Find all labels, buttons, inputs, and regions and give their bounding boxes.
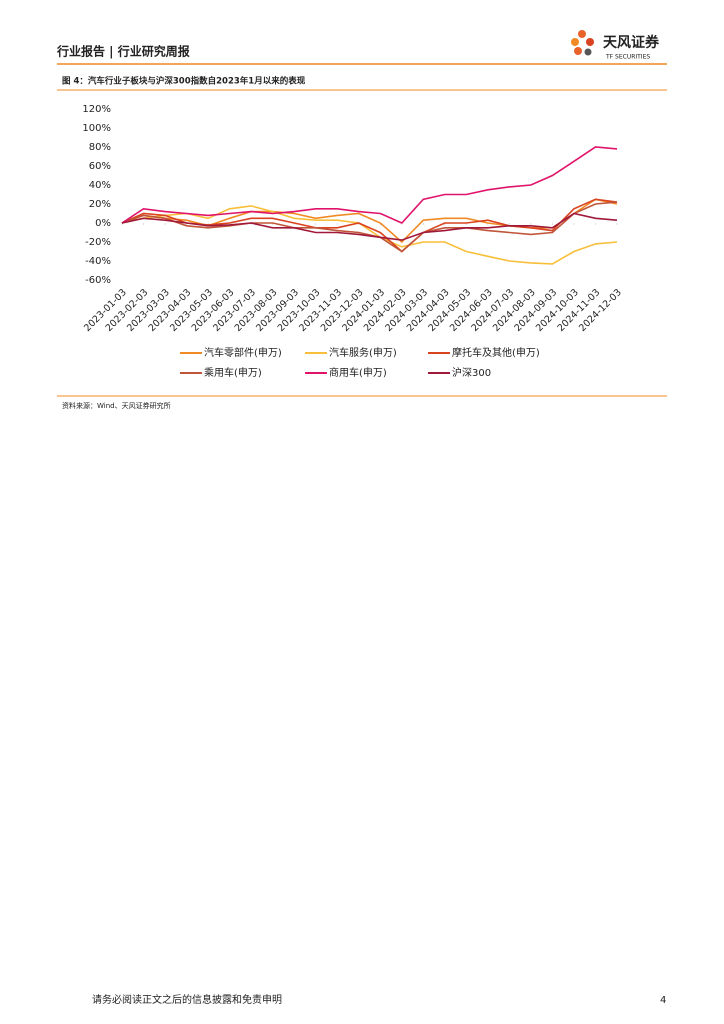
page-number: 4 xyxy=(660,995,666,1006)
y-tick-label: 120% xyxy=(82,104,111,115)
y-tick-label: 40% xyxy=(89,180,111,191)
disclaimer: 请务必阅读正文之后的信息披露和免责申明 xyxy=(92,993,282,1006)
logo-icon xyxy=(571,30,594,56)
series-line xyxy=(121,201,618,253)
y-tick-label: 0% xyxy=(95,218,111,229)
figure-title: 图 4：汽车行业子板块与沪深300指数自2023年1月以来的表现 xyxy=(62,76,306,87)
y-tick-label: 80% xyxy=(89,142,111,153)
y-tick-label: -60% xyxy=(85,275,111,286)
legend-label: 沪深300 xyxy=(452,366,491,379)
legend-label: 乘用车(申万) xyxy=(204,366,262,379)
y-tick-label: 100% xyxy=(82,123,111,134)
y-tick-label: -20% xyxy=(85,237,111,248)
legend-label: 摩托车及其他(申万) xyxy=(452,346,540,359)
series-line xyxy=(121,205,618,265)
header-title: 行业报告 | 行业研究周报 xyxy=(56,44,190,59)
y-tick-label: 20% xyxy=(89,199,111,210)
series-line xyxy=(121,212,618,241)
logo-text: 天风证券 xyxy=(603,34,660,51)
legend-label: 商用车(申万) xyxy=(329,366,387,379)
y-tick-label: 60% xyxy=(89,161,111,172)
chart: -60%-40%-20%0%20%40%60%80%100%120%2023-0… xyxy=(82,104,624,379)
logo-sub: TF SECURITIES xyxy=(605,54,650,61)
y-tick-label: -40% xyxy=(85,256,111,267)
source: 资料来源：Wind、天风证券研究所 xyxy=(62,401,171,410)
series-line xyxy=(121,198,618,253)
legend-label: 汽车服务(申万) xyxy=(329,346,397,359)
legend-label: 汽车零部件(申万) xyxy=(204,346,282,359)
series-line xyxy=(121,146,618,224)
